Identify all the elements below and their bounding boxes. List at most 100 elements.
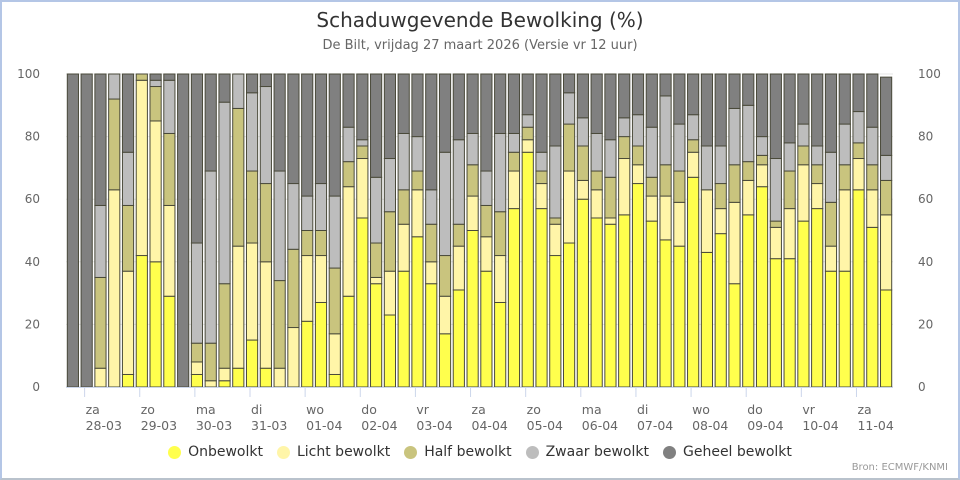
bar-segment-half-bewolkt[interactable] bbox=[314, 230, 328, 257]
bar-segment-zwaar-bewolkt[interactable] bbox=[880, 154, 893, 181]
bar-segment-half-bewolkt[interactable] bbox=[714, 183, 727, 210]
bar-segment-onbewolkt[interactable] bbox=[232, 367, 245, 388]
bar-segment-zwaar-bewolkt[interactable] bbox=[714, 145, 727, 185]
bar-segment-geheel-bewolkt[interactable] bbox=[852, 73, 865, 113]
bar-segment-onbewolkt[interactable] bbox=[755, 186, 769, 388]
bar-segment-half-bewolkt[interactable] bbox=[425, 223, 438, 263]
bar-segment-half-bewolkt[interactable] bbox=[549, 217, 562, 225]
bar-segment-half-bewolkt[interactable] bbox=[370, 242, 383, 278]
bar-segment-half-bewolkt[interactable] bbox=[218, 283, 231, 369]
bar-segment-onbewolkt[interactable] bbox=[687, 176, 700, 388]
bar-segment-half-bewolkt[interactable] bbox=[742, 161, 755, 181]
bar-segment-zwaar-bewolkt[interactable] bbox=[452, 139, 465, 225]
bar-segment-zwaar-bewolkt[interactable] bbox=[273, 170, 286, 282]
bar-segment-half-bewolkt[interactable] bbox=[438, 255, 452, 297]
bar-segment-zwaar-bewolkt[interactable] bbox=[852, 111, 865, 144]
bar-segment-onbewolkt[interactable] bbox=[631, 183, 645, 388]
bar-segment-geheel-bewolkt[interactable] bbox=[563, 73, 576, 94]
bar-segment-licht-bewolkt[interactable] bbox=[232, 245, 245, 369]
bar-segment-zwaar-bewolkt[interactable] bbox=[480, 170, 493, 206]
bar-segment-zwaar-bewolkt[interactable] bbox=[287, 183, 300, 250]
bar-segment-licht-bewolkt[interactable] bbox=[866, 189, 879, 228]
bar-segment-geheel-bewolkt[interactable] bbox=[755, 73, 769, 138]
bar-segment-licht-bewolkt[interactable] bbox=[135, 79, 148, 257]
bar-segment-half-bewolkt[interactable] bbox=[631, 145, 645, 166]
bar-segment-zwaar-bewolkt[interactable] bbox=[466, 132, 479, 166]
bar-segment-half-bewolkt[interactable] bbox=[880, 179, 893, 216]
bar-segment-zwaar-bewolkt[interactable] bbox=[797, 123, 810, 147]
bar-segment-zwaar-bewolkt[interactable] bbox=[838, 123, 851, 166]
bar-segment-zwaar-bewolkt[interactable] bbox=[370, 176, 383, 244]
bar-segment-half-bewolkt[interactable] bbox=[466, 164, 479, 197]
bar-segment-zwaar-bewolkt[interactable] bbox=[631, 114, 645, 147]
bar-segment-zwaar-bewolkt[interactable] bbox=[673, 123, 686, 172]
bar-segment-licht-bewolkt[interactable] bbox=[370, 276, 383, 285]
bar-segment-licht-bewolkt[interactable] bbox=[342, 186, 355, 297]
bar-segment-geheel-bewolkt[interactable] bbox=[163, 73, 176, 81]
bar-segment-onbewolkt[interactable] bbox=[370, 283, 383, 388]
bar-segment-geheel-bewolkt[interactable] bbox=[466, 73, 479, 134]
bar-segment-onbewolkt[interactable] bbox=[494, 301, 507, 388]
bar-segment-half-bewolkt[interactable] bbox=[232, 107, 245, 247]
bar-segment-half-bewolkt[interactable] bbox=[94, 276, 107, 369]
bar-segment-onbewolkt[interactable] bbox=[466, 230, 479, 388]
bar-segment-geheel-bewolkt[interactable] bbox=[190, 73, 204, 244]
bar-segment-half-bewolkt[interactable] bbox=[563, 123, 576, 172]
bar-segment-half-bewolkt[interactable] bbox=[204, 342, 217, 382]
bar-segment-onbewolkt[interactable] bbox=[673, 245, 686, 388]
bar-segment-licht-bewolkt[interactable] bbox=[673, 201, 686, 247]
bar-segment-licht-bewolkt[interactable] bbox=[659, 195, 672, 241]
bar-segment-half-bewolkt[interactable] bbox=[121, 204, 135, 272]
bar-segment-half-bewolkt[interactable] bbox=[397, 189, 410, 225]
bar-segment-zwaar-bewolkt[interactable] bbox=[811, 145, 824, 166]
bar-segment-geheel-bewolkt[interactable] bbox=[604, 73, 617, 141]
bar-segment-geheel-bewolkt[interactable] bbox=[259, 73, 272, 88]
bar-segment-geheel-bewolkt[interactable] bbox=[824, 73, 838, 153]
bar-segment-licht-bewolkt[interactable] bbox=[452, 245, 465, 291]
bar-segment-zwaar-bewolkt[interactable] bbox=[163, 79, 176, 134]
bar-segment-licht-bewolkt[interactable] bbox=[769, 226, 782, 260]
bar-segment-geheel-bewolkt[interactable] bbox=[783, 73, 796, 144]
bar-segment-licht-bewolkt[interactable] bbox=[245, 242, 259, 341]
bar-segment-licht-bewolkt[interactable] bbox=[700, 189, 714, 253]
bar-segment-licht-bewolkt[interactable] bbox=[121, 270, 135, 375]
bar-segment-geheel-bewolkt[interactable] bbox=[425, 73, 438, 191]
bar-segment-zwaar-bewolkt[interactable] bbox=[590, 132, 603, 172]
bar-segment-geheel-bewolkt[interactable] bbox=[328, 73, 341, 197]
bar-segment-zwaar-bewolkt[interactable] bbox=[218, 101, 231, 285]
bar-segment-half-bewolkt[interactable] bbox=[755, 154, 769, 166]
bar-segment-zwaar-bewolkt[interactable] bbox=[383, 158, 397, 213]
bar-segment-licht-bewolkt[interactable] bbox=[631, 164, 645, 185]
bar-segment-licht-bewolkt[interactable] bbox=[755, 164, 769, 188]
bar-segment-half-bewolkt[interactable] bbox=[452, 223, 465, 247]
bar-segment-onbewolkt[interactable] bbox=[645, 220, 658, 388]
bar-segment-geheel-bewolkt[interactable] bbox=[66, 73, 79, 388]
bar-segment-zwaar-bewolkt[interactable] bbox=[549, 145, 562, 219]
bar-segment-geheel-bewolkt[interactable] bbox=[370, 73, 383, 178]
bar-segment-zwaar-bewolkt[interactable] bbox=[342, 126, 355, 163]
bar-segment-licht-bewolkt[interactable] bbox=[687, 151, 700, 178]
bar-segment-onbewolkt[interactable] bbox=[535, 208, 548, 388]
bar-segment-onbewolkt[interactable] bbox=[507, 208, 521, 388]
bar-segment-half-bewolkt[interactable] bbox=[590, 170, 603, 191]
bar-segment-onbewolkt[interactable] bbox=[618, 214, 631, 388]
bar-segment-onbewolkt[interactable] bbox=[411, 236, 424, 388]
bar-segment-licht-bewolkt[interactable] bbox=[714, 208, 727, 235]
bar-segment-zwaar-bewolkt[interactable] bbox=[190, 242, 204, 344]
bar-segment-zwaar-bewolkt[interactable] bbox=[328, 195, 341, 269]
bar-segment-onbewolkt[interactable] bbox=[659, 239, 672, 388]
bar-segment-geheel-bewolkt[interactable] bbox=[728, 73, 741, 109]
bar-segment-geheel-bewolkt[interactable] bbox=[618, 73, 631, 119]
bar-segment-licht-bewolkt[interactable] bbox=[425, 261, 438, 285]
bar-segment-geheel-bewolkt[interactable] bbox=[177, 73, 190, 388]
bar-segment-zwaar-bewolkt[interactable] bbox=[645, 126, 658, 178]
bar-segment-zwaar-bewolkt[interactable] bbox=[232, 73, 245, 109]
bar-segment-geheel-bewolkt[interactable] bbox=[673, 73, 686, 125]
bar-segment-onbewolkt[interactable] bbox=[356, 217, 369, 388]
bar-segment-geheel-bewolkt[interactable] bbox=[590, 73, 603, 134]
bar-segment-licht-bewolkt[interactable] bbox=[811, 183, 824, 210]
bar-segment-half-bewolkt[interactable] bbox=[328, 267, 341, 335]
bar-segment-geheel-bewolkt[interactable] bbox=[631, 73, 645, 116]
bar-segment-half-bewolkt[interactable] bbox=[494, 211, 507, 257]
bar-segment-onbewolkt[interactable] bbox=[824, 270, 838, 388]
